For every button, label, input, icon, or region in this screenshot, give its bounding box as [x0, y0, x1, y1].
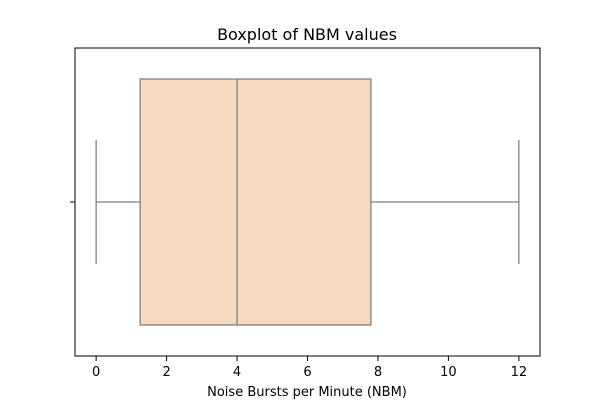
- x-tick-label: 10: [440, 365, 457, 380]
- chart-title: Boxplot of NBM values: [217, 25, 397, 44]
- iqr-box: [139, 78, 372, 326]
- x-tick-label: 2: [162, 365, 170, 380]
- box-group: [95, 78, 520, 326]
- x-axis: 0 2 4 6 8 10 12: [92, 356, 527, 380]
- x-tick-label: 12: [511, 365, 528, 380]
- x-tick-label: 6: [303, 365, 311, 380]
- x-tick-label: 8: [374, 365, 382, 380]
- x-tick-label: 0: [92, 365, 100, 380]
- x-tick-label: 4: [233, 365, 241, 380]
- x-axis-label: Noise Bursts per Minute (NBM): [207, 385, 407, 400]
